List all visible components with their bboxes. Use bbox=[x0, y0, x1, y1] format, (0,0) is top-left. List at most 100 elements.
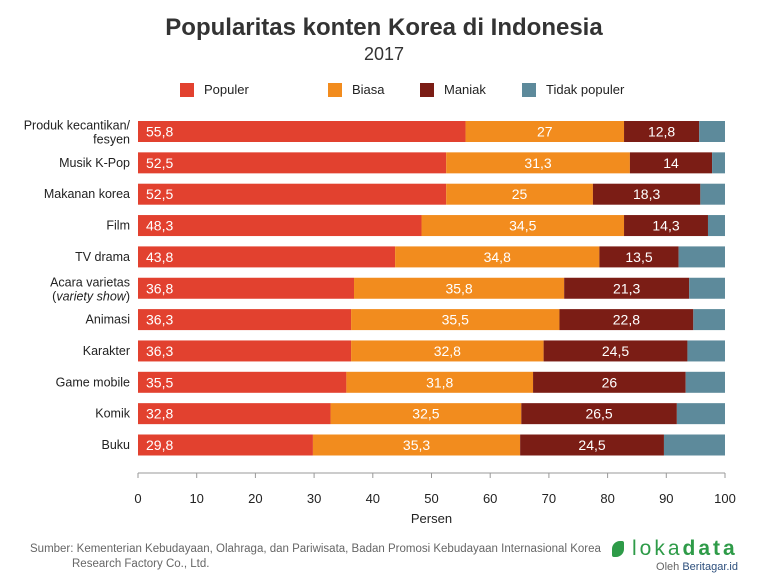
bar-segment bbox=[533, 371, 686, 393]
data-label: 25 bbox=[512, 186, 528, 202]
bar-segment bbox=[395, 246, 600, 268]
legend-label: Biasa bbox=[352, 82, 385, 97]
category-label: (variety show) bbox=[52, 289, 130, 303]
data-label: 35,5 bbox=[442, 312, 469, 328]
lokadata-logo: loka data Oleh Beritagar.id bbox=[612, 537, 742, 573]
bar-segment bbox=[624, 121, 700, 142]
bar-segment bbox=[138, 183, 447, 205]
data-label: 55,8 bbox=[146, 124, 173, 140]
x-axis-title: Persen bbox=[411, 511, 452, 526]
data-label: 24,5 bbox=[578, 437, 605, 453]
data-label: 52,5 bbox=[146, 155, 173, 171]
legend-item-biasa: Biasa bbox=[328, 82, 385, 97]
category-label: Komik bbox=[95, 407, 130, 421]
bar-segment bbox=[592, 183, 701, 205]
data-label: 14 bbox=[663, 155, 679, 171]
data-label: 26 bbox=[602, 374, 618, 390]
bar-segment bbox=[564, 277, 690, 299]
chart-subtitle: 2017 bbox=[363, 44, 405, 64]
bar-segment bbox=[599, 246, 679, 268]
byline-brand: Beritagar.id bbox=[682, 561, 738, 573]
category-label: TV drama bbox=[75, 250, 130, 264]
x-tick-label: 100 bbox=[714, 491, 736, 506]
source-note: Sumber: Kementerian Kebudayaan, Olahraga… bbox=[30, 542, 601, 572]
legend-label: Tidak populer bbox=[546, 82, 625, 97]
bar-segment bbox=[689, 277, 725, 299]
data-label: 27 bbox=[537, 124, 553, 140]
data-label: 36,3 bbox=[146, 343, 173, 359]
legend-swatch bbox=[180, 82, 194, 97]
leaf-icon bbox=[612, 541, 624, 557]
category-label: Animasi bbox=[86, 313, 130, 327]
bar-segment bbox=[707, 215, 725, 237]
data-label: 21,3 bbox=[613, 280, 640, 296]
x-tick-label: 90 bbox=[659, 491, 673, 506]
data-label: 35,3 bbox=[403, 437, 430, 453]
category-label: Makanan korea bbox=[44, 187, 130, 201]
data-label: 43,8 bbox=[146, 249, 173, 265]
data-label: 26,5 bbox=[585, 406, 612, 422]
bar-segment bbox=[138, 309, 352, 331]
data-label: 36,8 bbox=[146, 280, 173, 296]
category-label: fesyen bbox=[93, 133, 130, 147]
chart-title: Popularitas konten Korea di Indonesia bbox=[165, 14, 603, 41]
category-label: Acara varietas bbox=[50, 275, 130, 289]
bar-segment bbox=[465, 121, 625, 142]
legend-swatch bbox=[522, 82, 536, 97]
bar-segment bbox=[700, 183, 725, 205]
bar-segment bbox=[354, 277, 565, 299]
data-label: 52,5 bbox=[146, 186, 173, 202]
bar-segment bbox=[312, 434, 521, 456]
legend-item-populer: Populer bbox=[180, 82, 249, 97]
bar-segment bbox=[351, 340, 544, 362]
x-tick-label: 60 bbox=[483, 491, 497, 506]
data-label: 48,3 bbox=[146, 218, 173, 234]
bar-segment bbox=[138, 121, 466, 142]
data-label: 34,5 bbox=[509, 218, 536, 234]
bar-segment bbox=[687, 340, 725, 362]
data-label: 13,5 bbox=[625, 249, 652, 265]
source-line-1: Sumber: Kementerian Kebudayaan, Olahraga… bbox=[30, 543, 601, 555]
data-label: 14,3 bbox=[652, 218, 679, 234]
bar-segment bbox=[559, 309, 694, 331]
bar-segment bbox=[138, 246, 396, 268]
bar-segment bbox=[699, 121, 725, 142]
x-tick-label: 10 bbox=[189, 491, 203, 506]
category-label: Film bbox=[106, 219, 130, 233]
bar-segment bbox=[685, 371, 725, 393]
bar-segment bbox=[138, 152, 447, 174]
bar-segment bbox=[346, 371, 534, 393]
plot-area: 55,8 27 12,8 Produk kecantikan/fesyen 52,5 31… bbox=[24, 119, 736, 527]
x-tick-label: 40 bbox=[366, 491, 380, 506]
logo-byline: Oleh Beritagar.id bbox=[612, 561, 738, 573]
bar-segment bbox=[330, 403, 522, 425]
bar-segment bbox=[663, 434, 725, 456]
bar-segment bbox=[712, 152, 725, 174]
data-label: 34,8 bbox=[484, 249, 511, 265]
category-label: Produk kecantikan/ bbox=[24, 119, 131, 133]
data-label: 22,8 bbox=[613, 312, 640, 328]
bar-segment bbox=[421, 215, 625, 237]
data-label: 18,3 bbox=[633, 186, 660, 202]
data-label: 32,5 bbox=[412, 406, 439, 422]
byline-text: Oleh bbox=[656, 561, 683, 573]
x-tick-label: 80 bbox=[600, 491, 614, 506]
bar-segment bbox=[138, 215, 422, 237]
category-label: Buku bbox=[102, 438, 131, 452]
data-label: 32,8 bbox=[146, 406, 173, 422]
bar-segment bbox=[138, 403, 331, 425]
data-label: 24,5 bbox=[602, 343, 629, 359]
bar-segment bbox=[676, 403, 725, 425]
legend-item-tidak-populer: Tidak populer bbox=[522, 82, 624, 97]
logo-text-a: loka bbox=[632, 537, 683, 560]
bar-segment bbox=[138, 340, 352, 362]
bar-segment bbox=[446, 152, 630, 174]
x-tick-label: 0 bbox=[134, 491, 141, 506]
legend-swatch bbox=[328, 82, 342, 97]
category-label: Karakter bbox=[83, 344, 130, 358]
bar-segment bbox=[520, 434, 664, 456]
data-label: 36,3 bbox=[146, 312, 173, 328]
data-label: 32,8 bbox=[434, 343, 461, 359]
data-label: 12,8 bbox=[648, 124, 675, 140]
x-tick-label: 50 bbox=[424, 491, 438, 506]
